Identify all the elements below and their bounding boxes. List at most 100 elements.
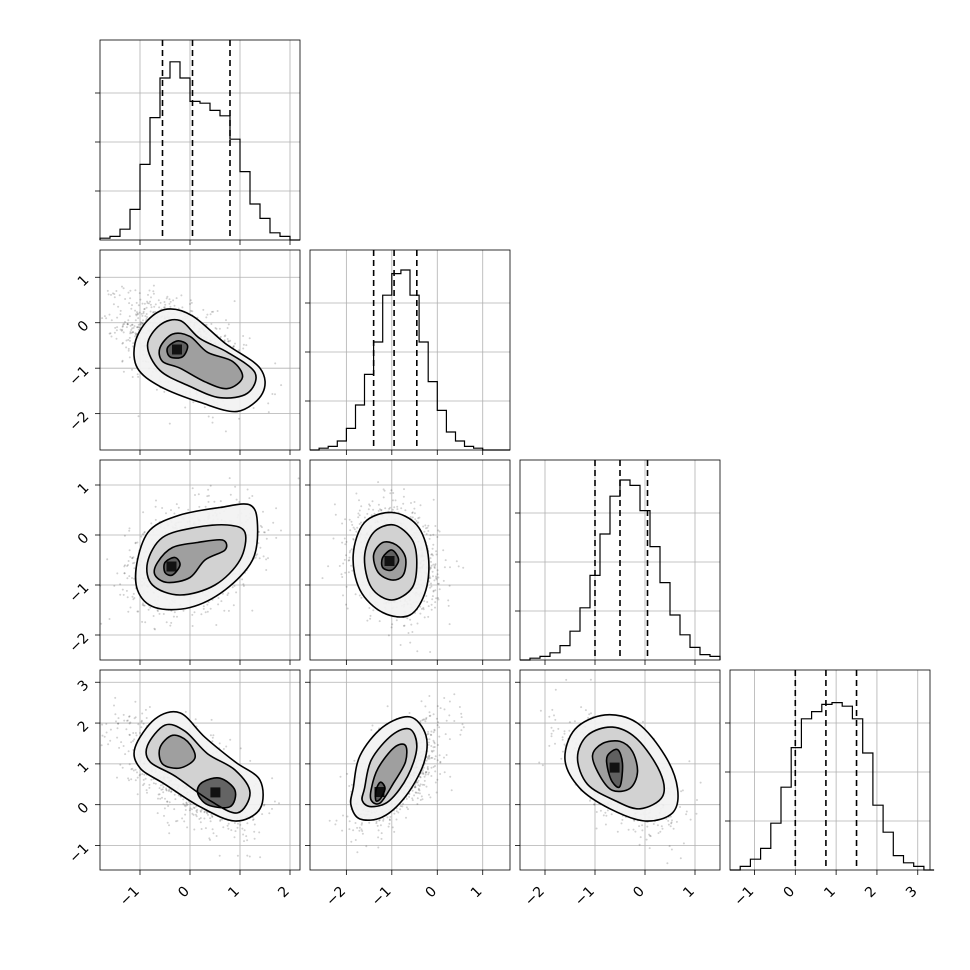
sample-point: [356, 526, 359, 529]
sample-point: [226, 338, 229, 340]
sample-point: [154, 505, 157, 508]
sample-point: [129, 606, 132, 609]
sample-point: [227, 822, 230, 825]
sample-point: [127, 319, 130, 322]
sample-point: [384, 507, 387, 510]
sample-point: [229, 339, 232, 342]
sample-point: [124, 320, 126, 323]
sample-point: [399, 644, 402, 646]
sample-point: [131, 331, 134, 334]
sample-point: [379, 508, 381, 511]
sample-point: [393, 506, 396, 509]
sample-point: [134, 319, 137, 322]
panel-frame: [99, 249, 301, 451]
sample-point: [348, 556, 351, 559]
sample-point: [158, 306, 161, 309]
sample-point: [132, 598, 135, 601]
sample-point: [274, 393, 276, 396]
sample-point: [133, 567, 136, 570]
sample-point: [101, 734, 104, 737]
sample-point: [123, 565, 126, 568]
sample-point: [227, 340, 230, 343]
sample-point: [163, 390, 166, 393]
sample-point: [127, 610, 130, 613]
sample-point: [143, 307, 146, 310]
sample-point: [382, 488, 385, 491]
sample-point: [443, 566, 446, 569]
sample-point: [263, 531, 265, 534]
sample-point: [225, 319, 227, 322]
sample-point: [126, 322, 129, 325]
density-peak: [384, 556, 395, 566]
sample-point: [112, 303, 115, 306]
sample-point: [121, 588, 124, 591]
sample-point: [154, 518, 157, 521]
sample-point: [429, 566, 432, 569]
sample-point: [413, 507, 416, 510]
sample-point: [242, 347, 245, 350]
sample-point: [136, 793, 139, 796]
sample-point: [345, 603, 347, 606]
sample-point: [223, 609, 226, 612]
sample-point: [434, 563, 437, 566]
sample-point: [158, 612, 161, 615]
sample-point: [411, 631, 414, 633]
sample-point: [246, 822, 249, 825]
sample-point: [206, 610, 209, 613]
sample-point: [155, 388, 158, 391]
sample-point: [259, 856, 262, 859]
sample-point: [245, 835, 248, 838]
sample-point: [138, 311, 141, 314]
sample-point: [187, 508, 190, 511]
sample-point: [271, 393, 274, 395]
sample-point: [431, 595, 434, 598]
sample-point: [155, 499, 157, 502]
contour-line-3: [163, 556, 181, 577]
sample-point: [396, 505, 399, 508]
sample-point: [419, 504, 422, 507]
sample-point: [366, 619, 369, 622]
sample-point: [148, 289, 151, 292]
sample-point: [435, 550, 438, 553]
sample-point: [402, 495, 405, 498]
sample-point: [126, 565, 129, 567]
sample-point: [372, 609, 375, 612]
sample-point: [262, 555, 265, 558]
sample-point: [100, 744, 103, 747]
sample-point: [327, 565, 330, 568]
sample-point: [116, 572, 119, 575]
sample-point: [142, 604, 145, 607]
sample-point: [355, 492, 358, 495]
sample-point: [192, 401, 195, 404]
sample-point: [132, 342, 135, 345]
sample-point: [403, 488, 405, 491]
panel-frame: [729, 669, 931, 871]
sample-point: [103, 315, 106, 318]
sample-point: [242, 585, 245, 587]
sample-point: [227, 609, 230, 612]
sample-point: [131, 595, 134, 598]
sample-point: [274, 362, 277, 365]
sample-point: [130, 332, 133, 334]
sample-point: [275, 507, 278, 510]
sample-point: [142, 784, 145, 787]
sample-point: [156, 609, 159, 612]
sample-point: [125, 589, 128, 592]
sample-point: [147, 608, 150, 611]
sample-point: [341, 541, 344, 544]
sample-point: [430, 553, 433, 556]
sample-point: [265, 569, 268, 571]
sample-point: [351, 569, 354, 572]
histogram-panel-2: [515, 459, 721, 661]
sample-point: [173, 611, 176, 614]
sample-point: [140, 312, 143, 315]
sample-point: [341, 576, 344, 578]
sample-point: [115, 290, 118, 292]
sample-point: [163, 301, 166, 303]
sample-point: [410, 623, 413, 626]
sample-point: [206, 495, 209, 498]
sample-point: [251, 495, 254, 497]
sample-point: [409, 618, 412, 621]
sample-point: [185, 802, 188, 805]
sample-point: [152, 311, 154, 314]
